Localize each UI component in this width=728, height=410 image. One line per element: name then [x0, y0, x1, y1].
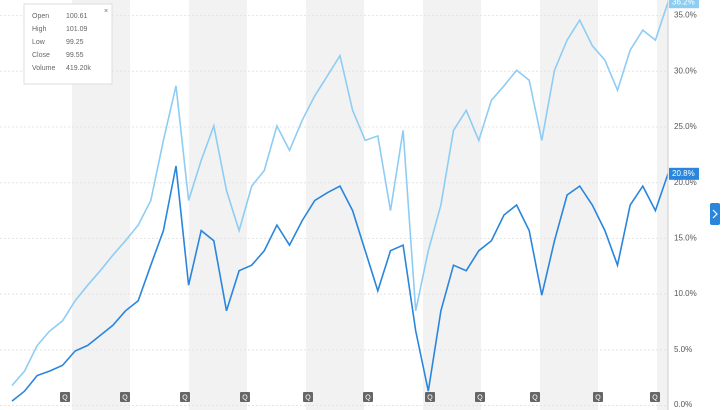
- y-tick-label: 30.0%: [674, 66, 697, 75]
- y-tick-label: 25.0%: [674, 122, 697, 131]
- event-marker: [650, 392, 660, 402]
- event-marker: [475, 392, 485, 402]
- event-marker-label: Q: [652, 394, 658, 401]
- y-tick-label: 0.0%: [674, 400, 692, 409]
- event-marker: [530, 392, 540, 402]
- tooltip-close[interactable]: ×: [104, 8, 108, 15]
- event-marker: [303, 392, 313, 402]
- event-marker: [180, 392, 190, 402]
- event-marker-label: Q: [365, 394, 371, 401]
- y-tick-label: 15.0%: [674, 234, 697, 243]
- tooltip: × Open 100.61 High 101.09 Low 99.25 Close 99.55…: [23, 3, 113, 85]
- tooltip-label: Open: [32, 13, 49, 20]
- side-tab-arrow: [712, 209, 718, 219]
- side-tab[interactable]: [710, 203, 720, 225]
- event-marker-label: Q: [595, 394, 601, 401]
- last-value-badge: [669, 167, 699, 180]
- last-value-label: 20.8%: [672, 169, 695, 178]
- band: [423, 0, 481, 410]
- tooltip-label: Close: [32, 52, 50, 59]
- y-tick-label: 5.0%: [674, 345, 692, 354]
- event-marker-label: Q: [305, 394, 311, 401]
- line-series: [11, 165, 669, 402]
- tooltip-value: 100.61: [66, 13, 88, 20]
- event-marker-label: Q: [532, 394, 538, 401]
- tooltip-value: 99.25: [66, 39, 84, 46]
- last-value-badge: [669, 0, 699, 9]
- event-marker-label: Q: [242, 394, 248, 401]
- y-tick-label: 35.0%: [674, 11, 697, 20]
- tooltip-box: [23, 3, 113, 85]
- event-marker: [60, 392, 70, 402]
- event-marker-label: Q: [122, 394, 128, 401]
- tooltip-rows: Open 100.61 High 101.09 Low 99.25 Close 99.55 Vo…: [32, 13, 91, 72]
- tooltip-label: Volume: [32, 65, 55, 72]
- event-marker: [240, 392, 250, 402]
- event-marker: [120, 392, 130, 402]
- tooltip-label: Low: [32, 39, 46, 46]
- event-marker: [425, 392, 435, 402]
- last-value-label: 36.2%: [672, 0, 695, 6]
- tooltip-label: High: [32, 26, 47, 33]
- y-tick-label: 10.0%: [674, 289, 697, 298]
- band: [657, 0, 668, 410]
- y-tick-label: 20.0%: [674, 178, 697, 187]
- tooltip-value: 419.20k: [66, 65, 91, 72]
- band: [189, 0, 247, 410]
- background-bands: [72, 0, 668, 410]
- event-marker: [363, 392, 373, 402]
- event-marker-label: Q: [62, 394, 68, 401]
- grid: [0, 15, 668, 407]
- event-marker: [593, 392, 603, 402]
- band: [306, 0, 364, 410]
- tooltip-value: 101.09: [66, 26, 88, 33]
- tooltip-value: 99.55: [66, 52, 84, 59]
- lines: [11, 1, 669, 402]
- band: [540, 0, 598, 410]
- event-marker-label: Q: [427, 394, 433, 401]
- event-marker-label: Q: [477, 394, 483, 401]
- y-axis: 0.0% 5.0% 10.0% 15.0% 20.0% 25.0% 30.0% 35.0% 36…: [667, 0, 699, 410]
- event-marker-label: Q: [182, 394, 188, 401]
- line-series: [11, 1, 669, 387]
